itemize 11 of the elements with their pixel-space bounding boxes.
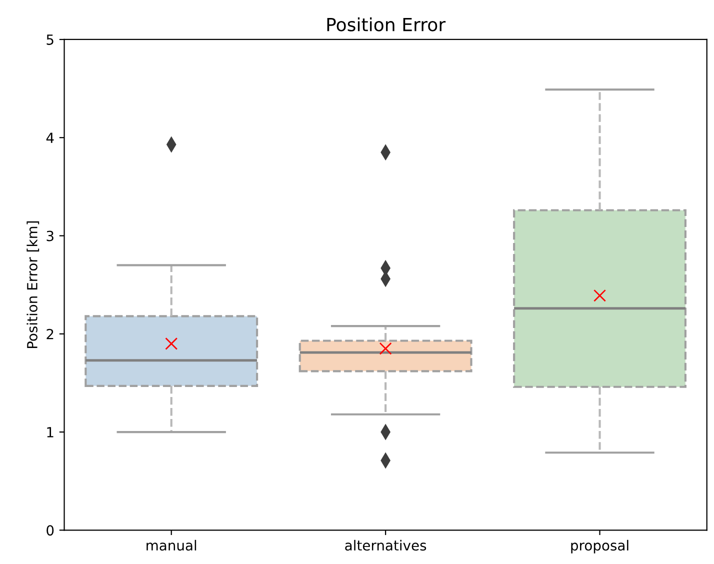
y-axis-title: Position Error [km] bbox=[26, 221, 40, 348]
y-tick-label: 1 bbox=[47, 427, 54, 438]
chart-title: Position Error bbox=[327, 17, 446, 32]
y-tick-label: 5 bbox=[46, 34, 54, 45]
y-tick-label: 0 bbox=[46, 525, 54, 536]
y-tick-label: 3 bbox=[46, 230, 54, 242]
x-tick-label: proposal bbox=[571, 540, 628, 554]
y-tick-label: 2 bbox=[46, 328, 54, 340]
x-tick-label: manual bbox=[146, 540, 196, 551]
x-tick-label: alternatives bbox=[345, 540, 426, 551]
y-tick-label: 4 bbox=[46, 132, 54, 143]
